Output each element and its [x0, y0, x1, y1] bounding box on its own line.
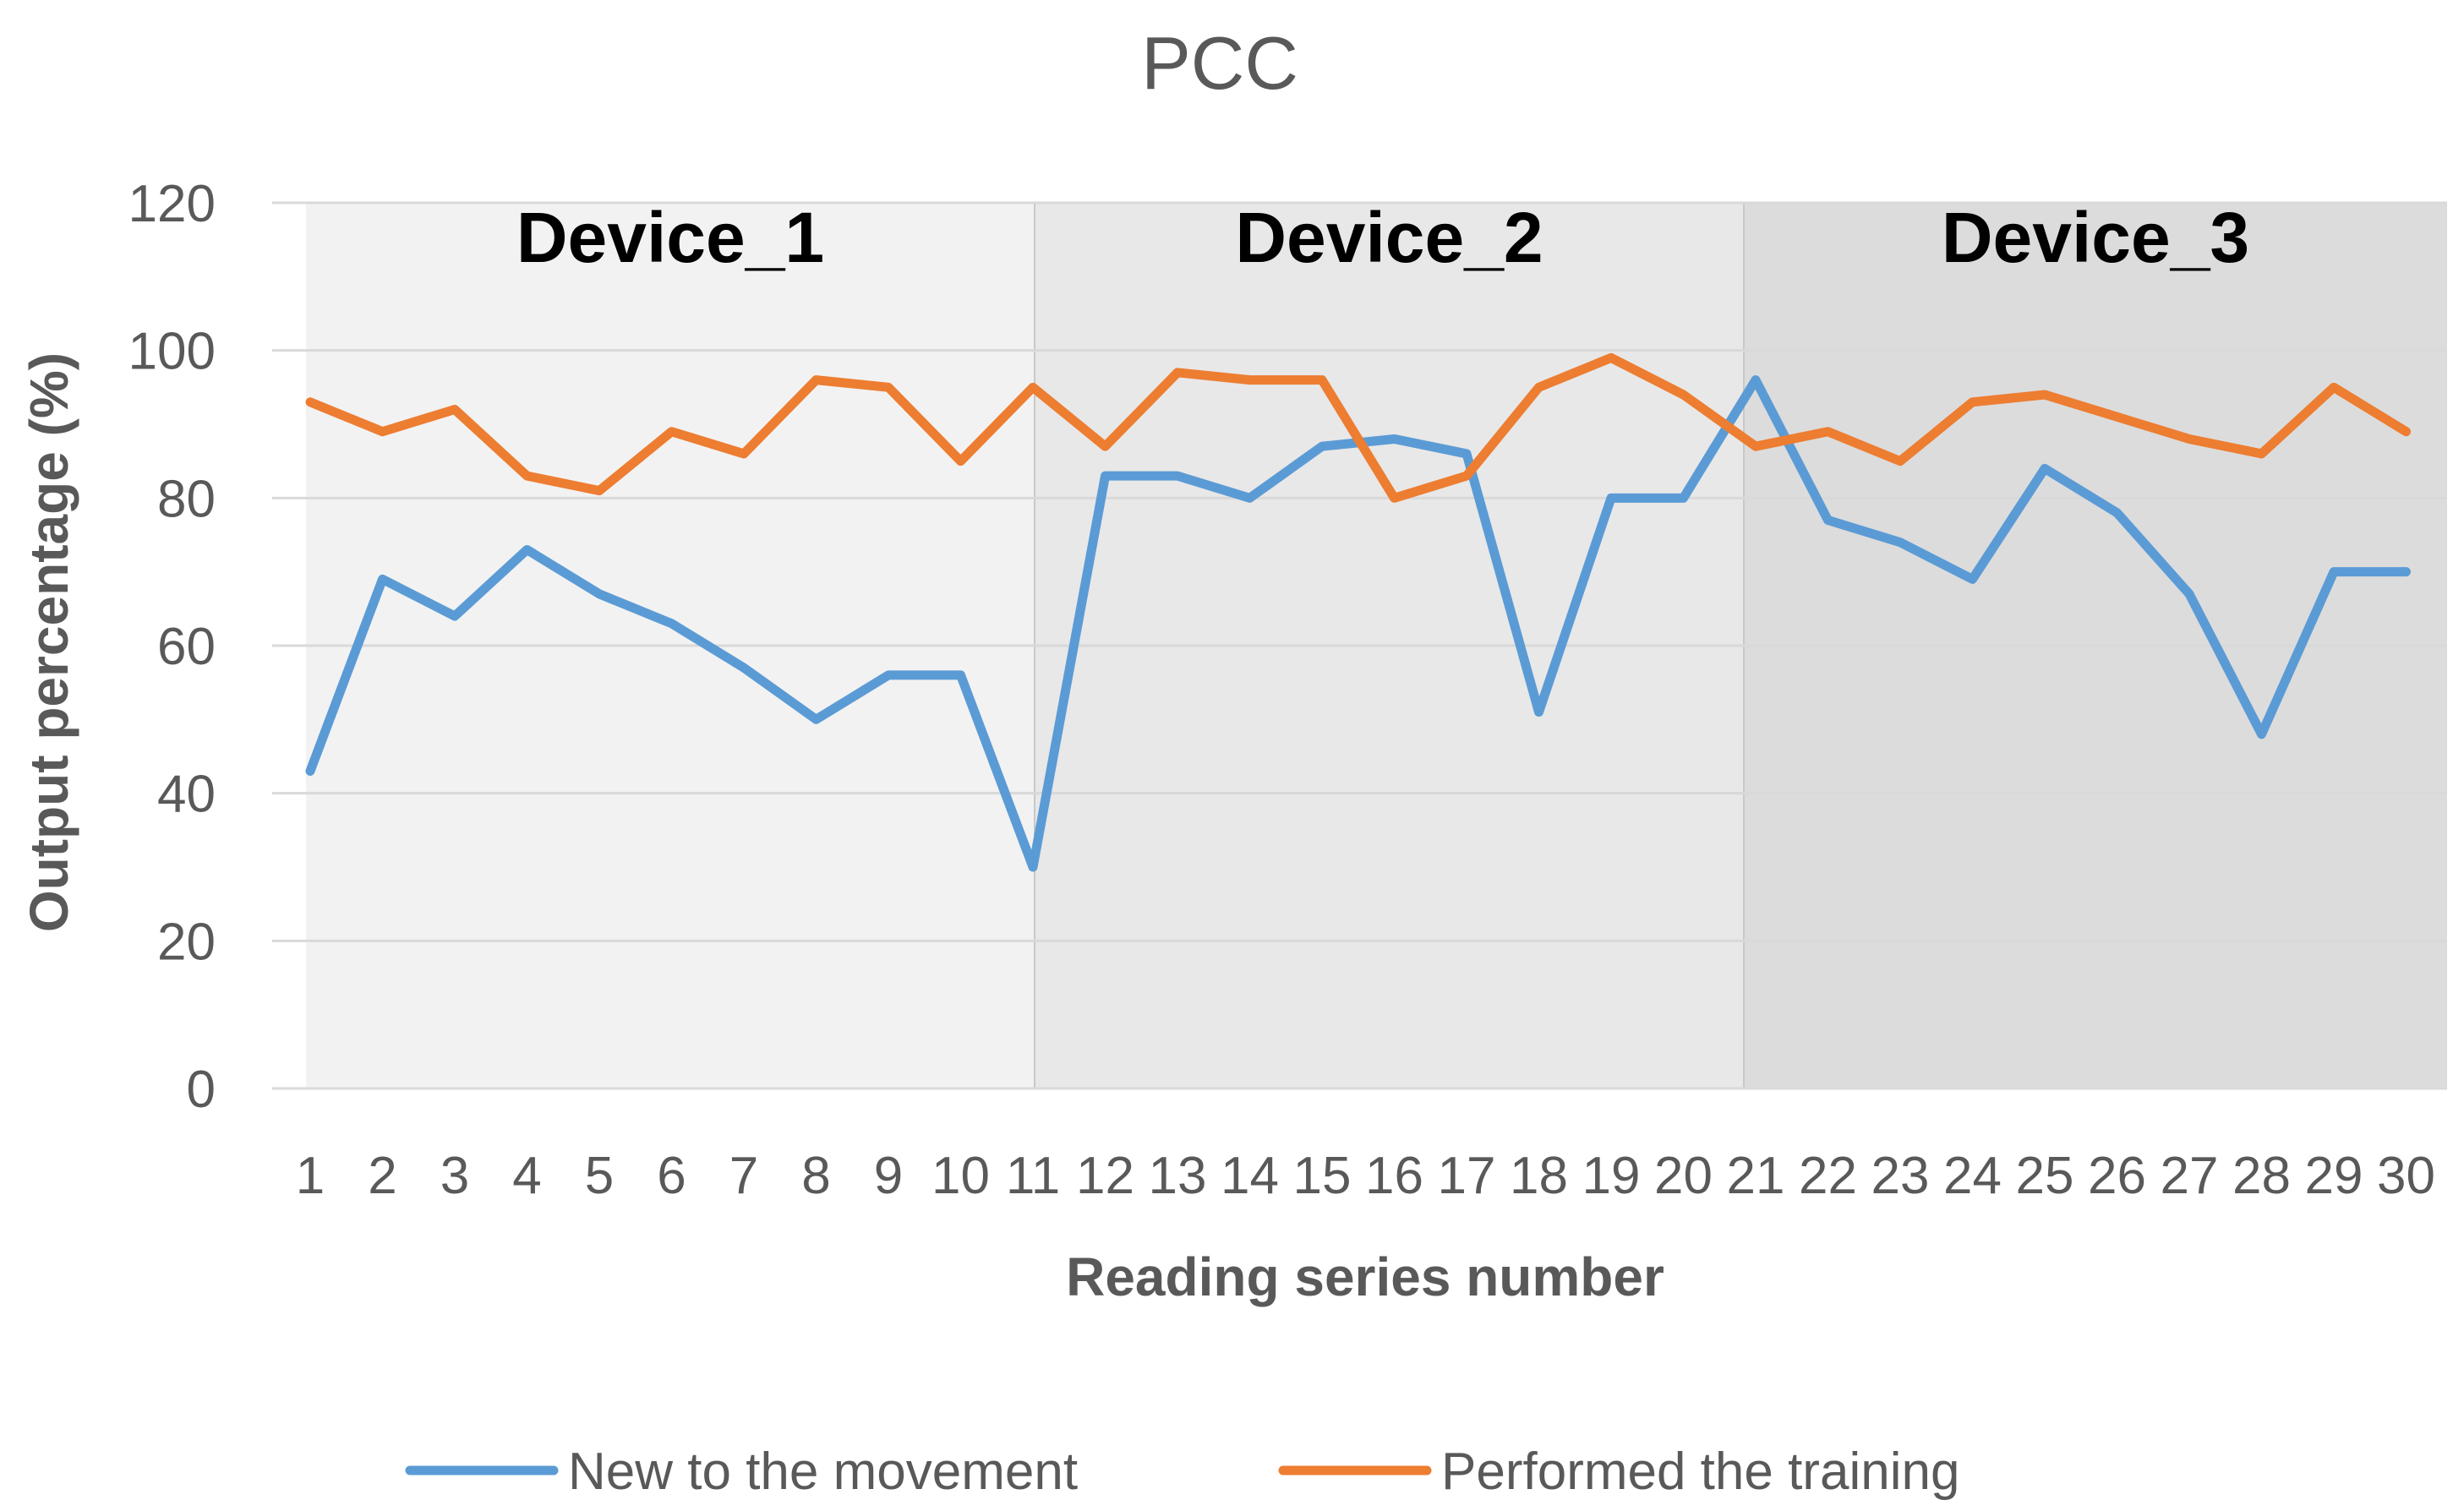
region-label-device-1: Device_1 — [516, 198, 824, 277]
x-tick-label: 14 — [1221, 1147, 1279, 1205]
legend-item: Performed the training — [1278, 1443, 1959, 1501]
series-line-performed-the-training — [305, 352, 2411, 503]
x-tick-label: 11 — [1006, 1147, 1060, 1205]
legend: New to the movement Performed the trainin… — [405, 1443, 1959, 1501]
legend-item: New to the movement — [405, 1443, 1078, 1501]
x-tick-label: 20 — [1654, 1147, 1713, 1205]
series-lines — [305, 352, 2411, 872]
x-tick-label: 10 — [932, 1147, 990, 1205]
x-tick-label: 5 — [585, 1147, 614, 1205]
x-tick-label: 30 — [2377, 1147, 2435, 1205]
x-tick-label: 29 — [2305, 1147, 2363, 1205]
y-tick-label: 80 — [157, 470, 216, 528]
x-tick-label: 19 — [1582, 1147, 1641, 1205]
x-tick-label: 17 — [1438, 1147, 1496, 1205]
x-tick-label: 15 — [1293, 1147, 1352, 1205]
x-tick-label: 9 — [874, 1147, 903, 1205]
y-tick-label: 100 — [128, 323, 216, 381]
x-tick-label: 28 — [2232, 1147, 2291, 1205]
region-label-device-2: Device_2 — [1235, 198, 1543, 277]
x-tick-label: 12 — [1076, 1147, 1134, 1205]
x-tick-label: 13 — [1149, 1147, 1207, 1205]
y-tick-label: 40 — [157, 766, 216, 824]
x-tick-label: 8 — [801, 1147, 830, 1205]
x-tick-label: 3 — [440, 1147, 469, 1205]
region-label-device-3: Device_3 — [1942, 198, 2249, 277]
y-tick-label: 20 — [157, 913, 216, 971]
x-tick-label: 2 — [368, 1147, 396, 1205]
x-tick-label: 6 — [657, 1147, 686, 1205]
device-region-labels: Device_1 Device_2 Device_3 — [516, 198, 2249, 277]
y-tick-label: 0 — [187, 1061, 216, 1119]
chart-title: PCC — [1141, 21, 1298, 105]
x-tick-label: 16 — [1365, 1147, 1423, 1205]
y-tick-label: 120 — [128, 175, 216, 233]
gridlines — [272, 201, 2447, 1090]
y-axis-label: Output percentage (%) — [19, 352, 79, 932]
legend-label: New to the movement — [568, 1443, 1078, 1501]
x-tick-label: 1 — [296, 1147, 325, 1205]
x-tick-label: 24 — [1943, 1147, 2002, 1205]
legend-label: Performed the training — [1441, 1443, 1959, 1501]
x-tick-label: 22 — [1799, 1147, 1857, 1205]
x-axis-label: Reading series number — [1066, 1246, 1664, 1307]
x-tick-label: 25 — [2016, 1147, 2074, 1205]
x-tick-label: 7 — [729, 1147, 758, 1205]
x-tick-label: 23 — [1871, 1147, 1930, 1205]
x-tick-label: 26 — [2088, 1147, 2146, 1205]
y-axis-ticks: 0 20 40 60 80 100 120 — [128, 175, 216, 1119]
y-tick-label: 60 — [157, 618, 216, 676]
x-tick-label: 21 — [1727, 1147, 1785, 1205]
x-tick-label: 18 — [1510, 1147, 1568, 1205]
x-tick-label: 27 — [2161, 1147, 2219, 1205]
x-tick-label: 4 — [512, 1147, 541, 1205]
x-axis-ticks: 1 2 3 4 5 6 7 8 9 10 11 12 13 14 15 16 17 18 19 20 21 22 23 24 2… — [296, 1147, 2435, 1205]
